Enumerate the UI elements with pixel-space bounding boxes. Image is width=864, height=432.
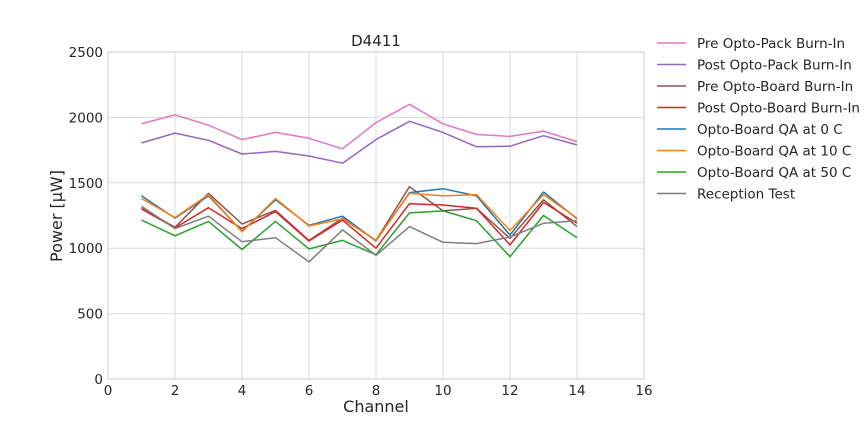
series-lines xyxy=(141,103,578,263)
legend-label: Opto-Board QA at 50 C xyxy=(697,165,851,181)
y-tick-label: 0 xyxy=(94,372,103,388)
legend-label: Pre Opto-Board Burn-In xyxy=(697,79,853,95)
x-axis-label: Channel xyxy=(343,397,409,416)
series-line-opto-board-qa-at-50-c xyxy=(141,210,578,258)
y-tick-label: 2500 xyxy=(69,45,103,61)
x-tick-label: 0 xyxy=(104,383,113,399)
series-line-reception-test xyxy=(141,205,578,263)
x-tick-label: 16 xyxy=(635,383,652,399)
legend: Pre Opto-Pack Burn-In Post Opto-Pack Burn… xyxy=(657,36,860,203)
legend-item: Opto-Board QA at 50 C xyxy=(657,165,851,181)
y-axis-label: Power [μW] xyxy=(47,170,66,262)
legend-item: Post Opto-Pack Burn-In xyxy=(657,58,852,74)
x-tick-label: 4 xyxy=(238,383,247,399)
x-tick-label: 14 xyxy=(568,383,585,399)
legend-label: Opto-Board QA at 10 C xyxy=(697,144,851,160)
series-line-post-opto-board-burn-in xyxy=(141,201,578,249)
x-tick-labels: 0 2 4 6 8 10 12 14 16 xyxy=(104,383,653,399)
y-tick-label: 2000 xyxy=(69,110,103,126)
y-tick-labels: 0 500 1000 1500 2000 2500 xyxy=(69,45,103,388)
x-tick-label: 2 xyxy=(171,383,180,399)
legend-label: Pre Opto-Pack Burn-In xyxy=(697,36,845,52)
y-tick-label: 1500 xyxy=(69,176,103,192)
legend-item: Pre Opto-Board Burn-In xyxy=(657,79,853,95)
legend-item: Reception Test xyxy=(657,187,795,203)
x-tick-label: 10 xyxy=(434,383,451,399)
x-tick-label: 8 xyxy=(372,383,381,399)
legend-item: Opto-Board QA at 10 C xyxy=(657,144,851,160)
legend-item: Opto-Board QA at 0 C xyxy=(657,122,843,138)
legend-label: Post Opto-Pack Burn-In xyxy=(697,58,852,74)
legend-label: Reception Test xyxy=(697,187,795,203)
chart-title: D4411 xyxy=(351,32,401,50)
x-tick-label: 6 xyxy=(305,383,314,399)
legend-label: Post Opto-Board Burn-In xyxy=(697,101,860,117)
series-line-opto-board-qa-at-10-c xyxy=(141,192,578,242)
y-tick-label: 1000 xyxy=(69,241,103,257)
y-tick-label: 500 xyxy=(77,307,103,323)
legend-item: Post Opto-Board Burn-In xyxy=(657,101,860,117)
plot-frame xyxy=(107,51,645,380)
series-line-post-opto-pack-burn-in xyxy=(141,120,578,164)
series-line-pre-opto-pack-burn-in xyxy=(141,103,578,150)
legend-item: Pre Opto-Pack Burn-In xyxy=(657,36,845,52)
legend-label: Opto-Board QA at 0 C xyxy=(697,122,843,138)
x-tick-label: 12 xyxy=(501,383,518,399)
